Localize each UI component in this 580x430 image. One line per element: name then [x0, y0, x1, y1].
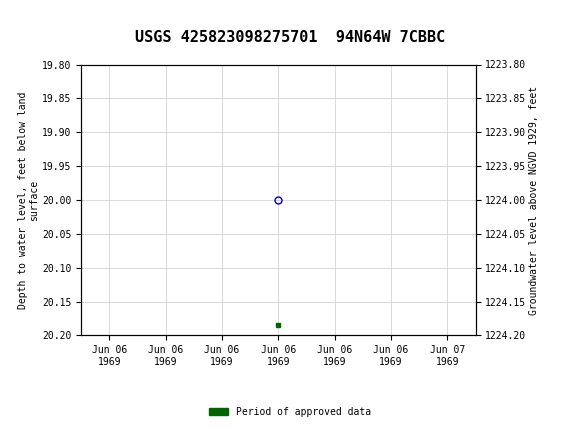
Y-axis label: Depth to water level, feet below land
surface: Depth to water level, feet below land su…	[18, 91, 39, 309]
Text: USGS: USGS	[32, 9, 87, 27]
Y-axis label: Groundwater level above NGVD 1929, feet: Groundwater level above NGVD 1929, feet	[529, 86, 539, 314]
Legend: Period of approved data: Period of approved data	[205, 403, 375, 421]
Text: USGS 425823098275701  94N64W 7CBBC: USGS 425823098275701 94N64W 7CBBC	[135, 30, 445, 45]
